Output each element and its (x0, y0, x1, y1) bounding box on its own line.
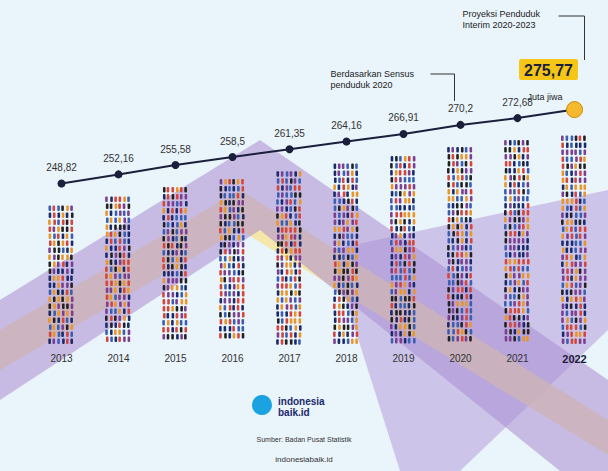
svg-text:272,68: 272,68 (502, 96, 533, 108)
svg-text:indonesia: indonesia (278, 396, 327, 407)
svg-text:baik.id: baik.id (278, 407, 310, 418)
svg-text:255,58: 255,58 (160, 144, 191, 155)
svg-text:2021: 2021 (506, 353, 529, 364)
svg-text:2013: 2013 (50, 353, 73, 364)
svg-text:258,5: 258,5 (220, 136, 245, 147)
svg-text:261,35: 261,35 (274, 128, 305, 139)
svg-text:2019: 2019 (392, 353, 415, 364)
svg-text:indonesiabaik.id: indonesiabaik.id (275, 455, 332, 464)
svg-text:252,16: 252,16 (103, 153, 134, 164)
svg-text:275,77: 275,77 (524, 62, 573, 79)
svg-text:2015: 2015 (164, 353, 187, 364)
svg-text:2014: 2014 (107, 353, 130, 364)
svg-text:270,2: 270,2 (448, 103, 473, 114)
svg-text:Sumber: Badan Pusat Statistik: Sumber: Badan Pusat Statistik (257, 436, 352, 443)
svg-text:2017: 2017 (278, 353, 301, 364)
svg-text:penduduk 2020: penduduk 2020 (331, 80, 393, 90)
svg-text:2022: 2022 (562, 353, 586, 365)
svg-text:248,82: 248,82 (46, 162, 77, 173)
svg-text:Berdasarkan Sensus: Berdasarkan Sensus (331, 69, 417, 79)
svg-text:2020: 2020 (449, 353, 472, 364)
svg-text:266,91: 266,91 (388, 112, 419, 123)
svg-text:Proyeksi Penduduk: Proyeksi Penduduk (463, 9, 543, 19)
svg-text:2018: 2018 (335, 353, 358, 364)
svg-text:264,16: 264,16 (331, 120, 362, 131)
svg-text:2016: 2016 (221, 353, 244, 364)
svg-text:Interim 2020-2023: Interim 2020-2023 (463, 20, 536, 30)
svg-text:Juta jiwa: Juta jiwa (527, 92, 562, 102)
